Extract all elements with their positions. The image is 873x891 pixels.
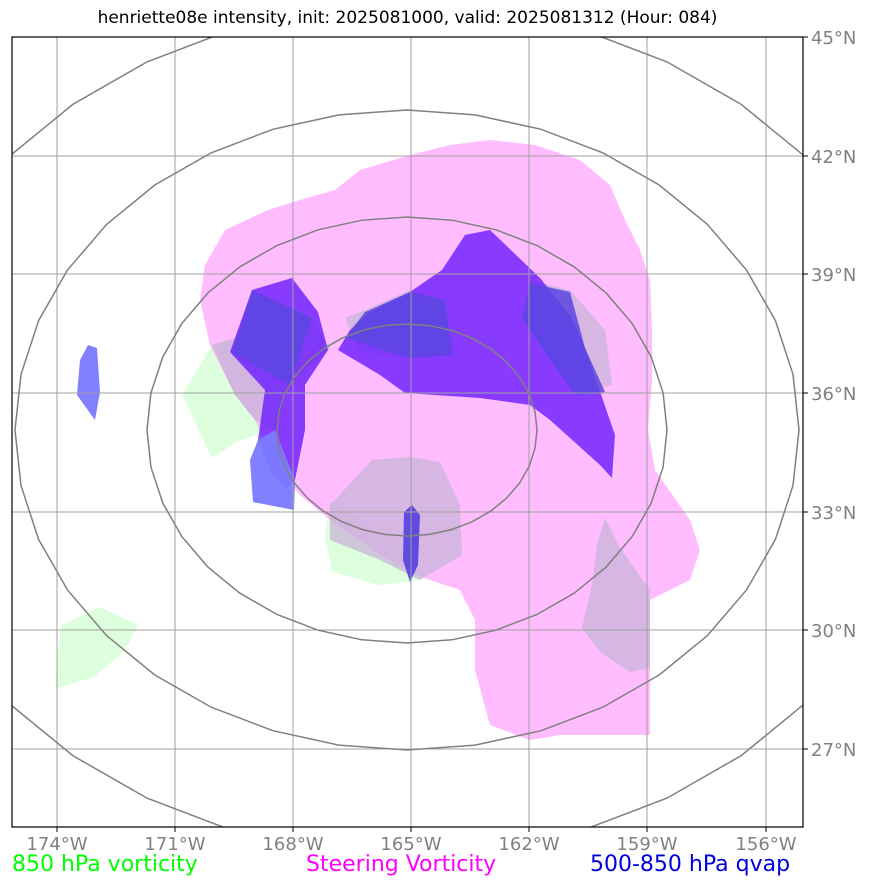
lon-label: 171°W: [144, 834, 205, 855]
range-ring: [146, 216, 668, 644]
lon-label: 168°W: [262, 834, 323, 855]
qvap-area: [522, 283, 605, 395]
lon-label: 156°W: [735, 834, 796, 855]
range-rings: [12, 37, 803, 827]
legend-qvap: 500-850 hPa qvap: [590, 852, 791, 877]
qvap-area: [250, 430, 295, 510]
overlap-area: [330, 457, 462, 580]
lon-labels: 174°W 171°W 168°W 165°W 162°W 159°W 156°…: [26, 834, 796, 855]
qvap-area: [77, 345, 100, 420]
lon-ticks: [56, 827, 767, 832]
lon-label: 165°W: [380, 834, 441, 855]
qvap-area: [232, 290, 312, 385]
steering-layer: [200, 140, 700, 740]
legend-vort850: 850 hPa vorticity: [12, 852, 198, 877]
lat-label: 42°N: [811, 147, 856, 168]
lon-label: 159°W: [616, 834, 677, 855]
map-title: henriette08e intensity, init: 2025081000…: [97, 8, 718, 28]
lat-label: 27°N: [811, 740, 856, 761]
lon-label: 162°W: [498, 834, 559, 855]
lat-labels: 45°N 42°N 39°N 36°N 33°N 30°N 27°N: [811, 28, 856, 761]
lon-label: 174°W: [26, 834, 87, 855]
graticule: [12, 37, 803, 827]
vort850-area: [56, 607, 138, 688]
range-ring: [12, 37, 803, 827]
overlap-area: [582, 518, 650, 672]
plot-frame: [11, 36, 804, 828]
lat-label: 33°N: [811, 503, 856, 524]
qvap-layer: [77, 230, 615, 582]
range-ring: [276, 323, 538, 537]
steering-area: [200, 140, 700, 740]
lat-label: 39°N: [811, 265, 856, 286]
lat-label: 30°N: [811, 621, 856, 642]
legend-steering: Steering Vorticity: [306, 852, 497, 877]
range-ring: [14, 109, 800, 751]
lat-label: 45°N: [811, 28, 856, 49]
lat-label: 36°N: [811, 384, 856, 405]
lat-ticks: [803, 36, 808, 750]
